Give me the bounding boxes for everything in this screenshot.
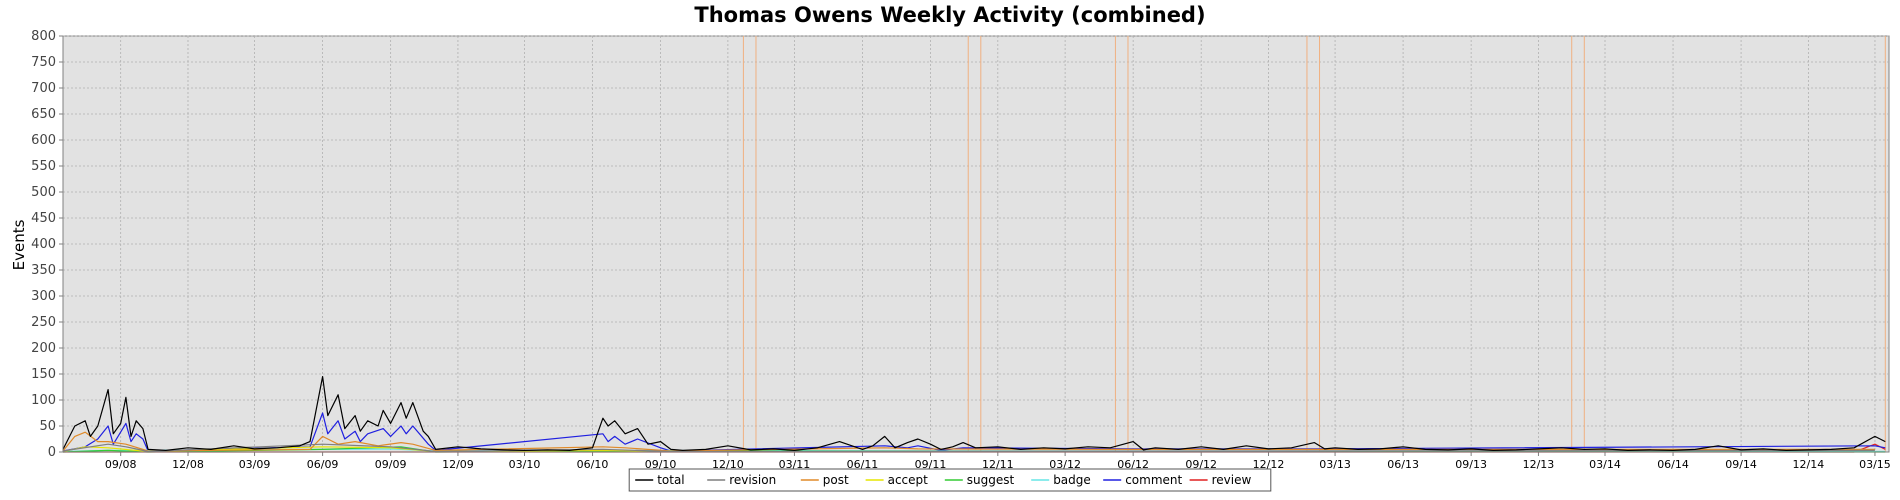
x-tick-label: 06/12 <box>1117 458 1149 471</box>
x-tick-label: 12/09 <box>442 458 474 471</box>
x-tick-label: 03/15 <box>1859 458 1891 471</box>
series-line-accept <box>62 446 671 453</box>
y-tick-label: 500 <box>31 185 56 200</box>
y-tick-label: 750 <box>31 55 56 70</box>
x-tick-label: 06/14 <box>1657 458 1689 471</box>
series-line-total <box>62 376 1886 451</box>
y-axis-label: Events <box>10 219 28 270</box>
y-tick-label: 600 <box>31 133 56 148</box>
y-tick-label: 450 <box>31 211 56 226</box>
x-tick-label: 12/14 <box>1793 458 1825 471</box>
x-tick-label: 06/10 <box>577 458 609 471</box>
x-tick-label: 09/14 <box>1725 458 1757 471</box>
legend-label-total: total <box>657 473 684 487</box>
x-tick-label: 03/11 <box>779 458 811 471</box>
x-tick-label: 12/08 <box>172 458 204 471</box>
x-tick-label: 12/12 <box>1253 458 1285 471</box>
x-tick-label: 12/10 <box>712 458 744 471</box>
y-tick-label: 550 <box>31 159 56 174</box>
legend-label-post: post <box>823 473 849 487</box>
y-tick-label: 350 <box>31 263 56 278</box>
y-tick-label: 0 <box>48 445 56 460</box>
x-tick-label: 09/12 <box>1185 458 1217 471</box>
x-tick-label: 09/09 <box>375 458 407 471</box>
x-tick-label: 06/09 <box>307 458 339 471</box>
y-tick-label: 700 <box>31 81 56 96</box>
series-line-comment <box>62 412 1886 452</box>
x-tick-label: 09/10 <box>645 458 677 471</box>
x-tick-label: 03/13 <box>1319 458 1351 471</box>
legend-label-revision: revision <box>729 473 776 487</box>
y-tick-label: 300 <box>31 289 56 304</box>
x-tick-label: 03/12 <box>1049 458 1081 471</box>
x-tick-label: 09/13 <box>1455 458 1487 471</box>
y-tick-label: 800 <box>31 29 56 44</box>
legend-label-accept: accept <box>888 473 929 487</box>
y-tick-label: 150 <box>31 367 56 382</box>
x-tick-label: 03/14 <box>1589 458 1621 471</box>
legend-label-review: review <box>1212 473 1252 487</box>
series-line-revision <box>62 443 1875 453</box>
legend-label-badge: badge <box>1053 473 1091 487</box>
x-tick-label: 12/13 <box>1523 458 1555 471</box>
x-tick-label: 03/10 <box>509 458 541 471</box>
y-tick-label: 50 <box>39 419 56 434</box>
y-tick-label: 250 <box>31 315 56 330</box>
x-tick-label: 12/11 <box>982 458 1014 471</box>
chart-title: Thomas Owens Weekly Activity (combined) <box>694 3 1205 27</box>
y-tick-label: 200 <box>31 341 56 356</box>
x-tick-label: 06/11 <box>847 458 879 471</box>
legend-label-comment: comment <box>1125 473 1182 487</box>
y-tick-label: 100 <box>31 393 56 408</box>
y-tick-label: 400 <box>31 237 56 252</box>
x-tick-label: 09/08 <box>105 458 137 471</box>
x-tick-label: 03/09 <box>239 458 271 471</box>
y-tick-label: 650 <box>31 107 56 122</box>
x-tick-label: 09/11 <box>915 458 947 471</box>
x-tick-label: 06/13 <box>1387 458 1419 471</box>
legend-label-suggest: suggest <box>967 473 1015 487</box>
